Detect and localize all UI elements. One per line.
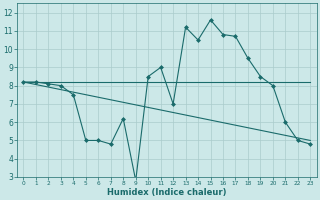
X-axis label: Humidex (Indice chaleur): Humidex (Indice chaleur) xyxy=(107,188,227,197)
